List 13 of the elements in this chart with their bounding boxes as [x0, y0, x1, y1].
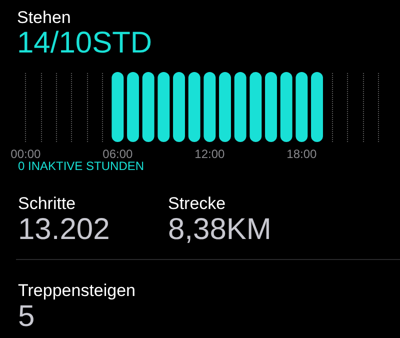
text: Schritte	[18, 194, 77, 214]
chart-title: Stehen	[17, 8, 71, 27]
text: Strecke	[168, 194, 227, 214]
text: 5	[18, 300, 36, 333]
text: 0 INAKTIVE STUNDEN	[18, 159, 144, 173]
text: 13.202	[18, 213, 110, 246]
text: 8,38KM	[168, 213, 272, 246]
chart-subtitle: 14/10STD	[17, 26, 152, 60]
x-tick-label: 12:00	[194, 147, 226, 161]
x-tick-label: 06:00	[102, 147, 134, 161]
x-tick-label: 00:00	[10, 147, 42, 161]
x-tick-label: 18:00	[286, 147, 318, 161]
text: Treppensteigen	[18, 281, 136, 301]
